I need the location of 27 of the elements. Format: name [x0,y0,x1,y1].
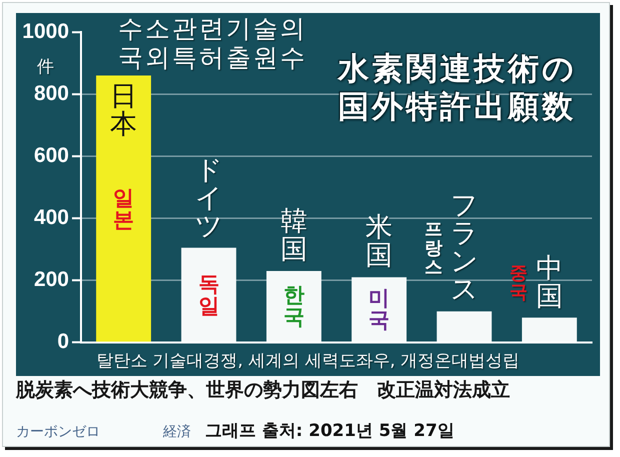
y-tick-label: 800 [34,82,69,105]
x-tick-label: 中国 [534,252,564,312]
text: 水素関連技術の国外特許出願数 [338,50,578,126]
annotation: 일본 [112,186,136,232]
x-tick-label: ドイツ [194,154,224,242]
x-tick-label: 米国 [364,212,394,272]
annotation: 미국 [368,286,391,332]
x-tick-label: フランス [450,190,479,306]
bar [96,75,152,342]
text: 脱炭素へ技術大競争、世界の勢力図左右 改正温対法成立 [16,379,510,401]
annotation: 프랑스 [423,218,444,278]
text: 그래프 출처: 2021년 5월 27일 [205,421,454,441]
text: 탈탄소 기술대경쟁, 세계의 세력도좌우, 개정온대법성립 [96,351,520,371]
y-tick-label: 400 [34,206,69,230]
y-tick-label: 200 [34,268,69,292]
y-tick-label: 0 [57,330,69,354]
annotation: 한국 [282,283,306,330]
y-tick-label: 600 [34,144,69,167]
annotation: 중국 [508,262,528,303]
y-axis-title: 件 [37,57,54,77]
x-tick-label: 韓国 [279,206,308,265]
x-tick-label: 日本 [109,81,138,140]
annotation: 독일 [197,272,220,318]
chart-subtitle: 수소관련기술의 국외특허출원수 [118,14,308,72]
text: カーボンゼロ [16,424,100,441]
text: 経済 [163,424,191,441]
y-tick-label: 1000 [22,20,69,43]
